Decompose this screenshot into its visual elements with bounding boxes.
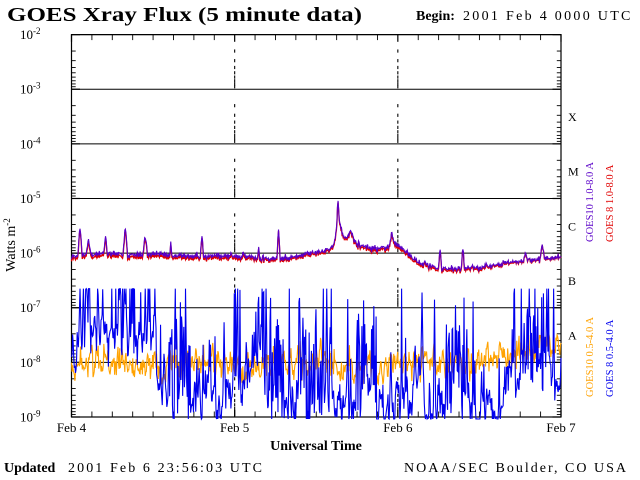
svg-text:NOAA/SEC Boulder, CO USA: NOAA/SEC Boulder, CO USA — [404, 461, 628, 476]
svg-text:GOES10 0.5-4.0 A: GOES10 0.5-4.0 A — [585, 317, 596, 397]
svg-text:M: M — [568, 165, 579, 179]
svg-text:C: C — [568, 219, 576, 233]
svg-text:GOES 8 0.5-4.0 A: GOES 8 0.5-4.0 A — [605, 319, 616, 397]
svg-text:Begin:: Begin: — [416, 9, 455, 24]
svg-text:2001 Feb 4 0000 UTC: 2001 Feb 4 0000 UTC — [463, 9, 633, 24]
svg-text:X: X — [568, 110, 577, 124]
svg-text:Universal Time: Universal Time — [270, 439, 362, 454]
svg-text:Feb 5: Feb 5 — [220, 420, 249, 435]
svg-text:GOES10 1.0-8.0 A: GOES10 1.0-8.0 A — [585, 162, 596, 242]
svg-text:A: A — [568, 329, 577, 343]
svg-text:Watts m-2: Watts m-2 — [2, 218, 19, 271]
svg-text:GOES 8 1.0-8.0 A: GOES 8 1.0-8.0 A — [605, 164, 616, 242]
svg-text:Updated: Updated — [4, 461, 56, 476]
svg-text:Feb 6: Feb 6 — [383, 420, 413, 435]
svg-text:GOES Xray Flux (5 minute data): GOES Xray Flux (5 minute data) — [7, 5, 362, 26]
svg-text:B: B — [568, 274, 576, 288]
svg-text:Feb 4: Feb 4 — [57, 420, 87, 435]
svg-text:2001 Feb 6 23:56:03 UTC: 2001 Feb 6 23:56:03 UTC — [68, 461, 264, 476]
svg-text:Feb 7: Feb 7 — [546, 420, 576, 435]
